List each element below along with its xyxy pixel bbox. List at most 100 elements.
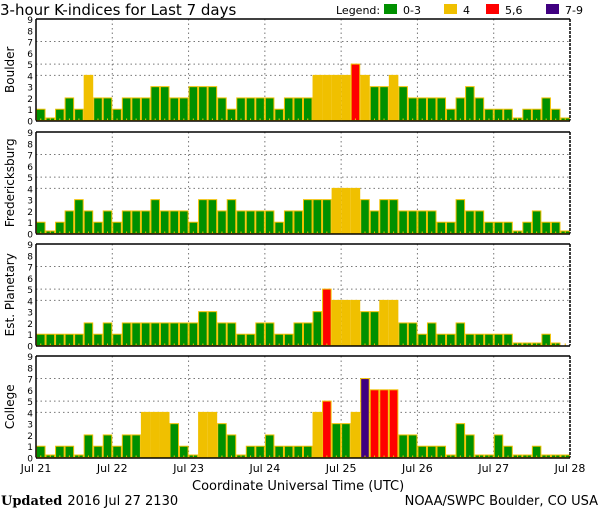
bar-tick — [497, 231, 499, 234]
bar — [217, 210, 227, 234]
legend-entry-label: 4 — [463, 4, 470, 17]
plot-area — [36, 356, 570, 458]
bar-tick — [259, 455, 261, 458]
y-tick-label: 8 — [27, 252, 33, 262]
bar — [236, 97, 246, 121]
bar — [131, 322, 141, 347]
bar-tick — [316, 343, 318, 346]
bar — [207, 86, 218, 121]
bar-tick — [183, 118, 185, 121]
bar-tick — [68, 118, 70, 121]
bar-tick — [478, 231, 480, 234]
bar-tick — [87, 231, 89, 234]
bar-tick — [259, 343, 261, 346]
bar — [102, 322, 113, 347]
bar-tick — [145, 455, 147, 458]
bar — [455, 97, 466, 121]
bar-tick — [488, 455, 490, 458]
bar — [255, 97, 265, 121]
bar-tick — [297, 455, 299, 458]
bar-tick — [78, 455, 80, 458]
bar — [350, 299, 361, 346]
bar-tick — [288, 343, 290, 346]
bar-tick — [374, 343, 376, 346]
bar — [379, 86, 389, 121]
bar-tick — [421, 343, 423, 346]
bar — [150, 199, 160, 235]
panel-label: Est. Planetary — [3, 253, 17, 336]
bar-tick — [135, 343, 137, 346]
bar-tick — [307, 455, 309, 458]
bar-tick — [68, 231, 70, 234]
x-tick-label: Jul 26 — [401, 462, 433, 475]
bar-tick — [335, 455, 337, 458]
bar — [64, 97, 75, 121]
bar — [360, 378, 370, 458]
bar-tick — [164, 231, 166, 234]
bar-tick — [250, 118, 252, 121]
bar-tick — [393, 455, 395, 458]
bar-tick — [135, 455, 137, 458]
x-tick-label: Jul 22 — [96, 462, 128, 475]
bar — [264, 322, 275, 347]
bar-tick — [107, 455, 109, 458]
bar-tick — [288, 118, 290, 121]
bar — [465, 434, 475, 459]
bar-tick — [345, 343, 347, 346]
bar — [465, 210, 475, 234]
bar-tick — [393, 343, 395, 346]
bar-tick — [412, 343, 414, 346]
x-tick-label: Jul 21 — [20, 462, 52, 475]
y-tick-label: 6 — [27, 163, 33, 173]
bar-tick — [564, 455, 566, 458]
bar — [407, 97, 418, 121]
bar-tick — [211, 231, 213, 234]
bar-tick — [202, 343, 204, 346]
bar — [198, 86, 208, 121]
bar-tick — [49, 455, 51, 458]
bar-tick — [421, 231, 423, 234]
bar-tick — [478, 343, 480, 346]
bar — [207, 411, 218, 458]
bar — [331, 423, 342, 458]
y-tick-label: 7 — [27, 264, 33, 274]
bar — [360, 199, 370, 235]
bar-tick — [459, 231, 461, 234]
bar — [121, 210, 132, 234]
y-tick-label: 6 — [27, 50, 33, 60]
bar-tick — [450, 118, 452, 121]
bar — [388, 199, 399, 235]
bar-tick — [402, 455, 404, 458]
panel-label: College — [3, 384, 17, 429]
bar — [121, 322, 132, 347]
bar — [140, 322, 151, 347]
bar-tick — [536, 455, 538, 458]
bar — [407, 322, 418, 347]
bar — [312, 311, 323, 346]
bar — [398, 434, 408, 459]
bar-tick — [116, 455, 118, 458]
bar-tick — [230, 455, 232, 458]
bar-tick — [183, 343, 185, 346]
bar — [379, 299, 389, 346]
y-tick-label: 1 — [27, 106, 33, 116]
bar-tick — [345, 231, 347, 234]
bar-tick — [173, 343, 175, 346]
bar-tick — [164, 343, 166, 346]
bar-tick — [326, 455, 328, 458]
bar-tick — [507, 455, 509, 458]
bar-tick — [250, 231, 252, 234]
bar-tick — [507, 231, 509, 234]
bar-tick — [440, 455, 442, 458]
bar-tick — [545, 231, 547, 234]
bar-tick — [564, 118, 566, 121]
bar-tick — [269, 231, 271, 234]
bar-tick — [326, 118, 328, 121]
bar — [159, 86, 170, 121]
bar-tick — [297, 118, 299, 121]
bar-tick — [154, 343, 156, 346]
y-tick-label: 5 — [27, 174, 33, 184]
bar-tick — [488, 118, 490, 121]
